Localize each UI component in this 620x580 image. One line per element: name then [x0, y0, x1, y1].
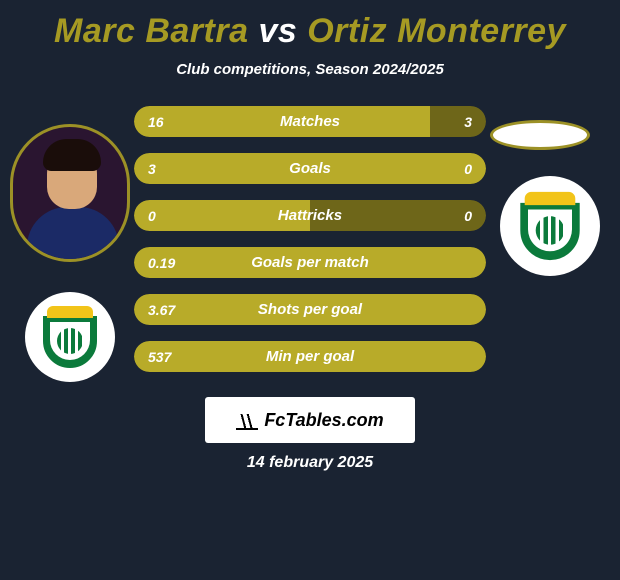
title-player1: Marc Bartra — [54, 12, 248, 50]
chart-icon — [236, 410, 258, 430]
stat-row: 0.19Goals per match — [134, 247, 486, 278]
fctables-logo: FcTables.com — [205, 397, 415, 443]
stat-row: 30Goals — [134, 153, 486, 184]
stat-label: Matches — [134, 106, 486, 137]
logo-text: FcTables.com — [264, 410, 383, 431]
player2-club-badge — [500, 176, 600, 276]
title-vs: vs — [258, 12, 297, 50]
player1-avatar — [10, 124, 130, 262]
stat-row: 3.67Shots per goal — [134, 294, 486, 325]
player1-club-badge — [25, 292, 115, 382]
page-title: Marc Bartra vs Ortiz Monterrey — [0, 0, 620, 51]
date-label: 14 february 2025 — [0, 454, 620, 472]
player2-avatar — [490, 120, 590, 150]
stat-label: Goals per match — [134, 247, 486, 278]
crest-icon — [520, 192, 579, 260]
stat-row: 537Min per goal — [134, 341, 486, 372]
avatar-body — [27, 207, 119, 262]
stat-label: Shots per goal — [134, 294, 486, 325]
stat-row: 00Hattricks — [134, 200, 486, 231]
stat-row: 163Matches — [134, 106, 486, 137]
stat-label: Hattricks — [134, 200, 486, 231]
stat-label: Min per goal — [134, 341, 486, 372]
title-player2: Ortiz Monterrey — [307, 12, 566, 50]
subtitle: Club competitions, Season 2024/2025 — [0, 61, 620, 78]
avatar-hair — [43, 139, 101, 171]
crest-icon — [43, 306, 97, 368]
stat-label: Goals — [134, 153, 486, 184]
